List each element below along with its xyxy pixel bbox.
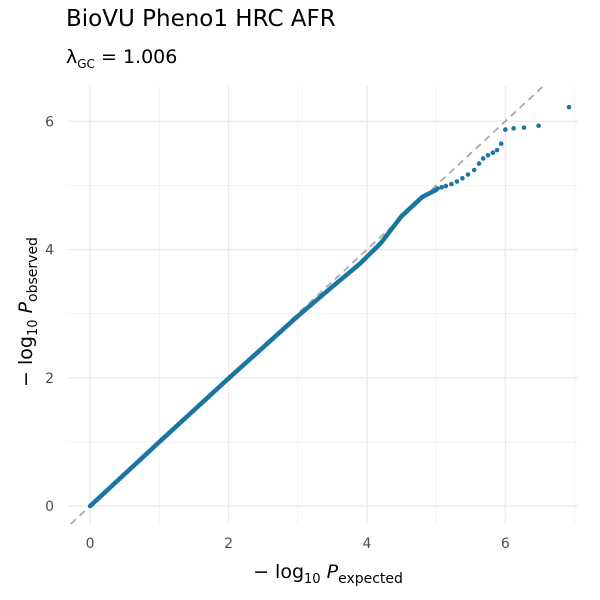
x-tick-label: 0 (86, 536, 95, 552)
y-tick-label: 0 (45, 499, 54, 515)
grid-major (68, 86, 578, 524)
data-point-7 (471, 167, 477, 173)
data-point-0 (435, 186, 440, 191)
data-point-5 (460, 176, 465, 181)
data-point-14 (503, 127, 508, 132)
grid-minor (68, 86, 578, 524)
lambda-value: 1.006 (122, 46, 178, 68)
data-point-13 (498, 141, 504, 147)
lambda-equals: = (94, 46, 123, 68)
chart-subtitle: λGC = 1.006 (66, 46, 177, 71)
data-point-17 (536, 123, 541, 129)
data-point-1 (439, 185, 444, 190)
data-point-4 (454, 179, 460, 184)
data-point-11 (490, 150, 496, 155)
data-point-2 (443, 183, 449, 189)
y-tick-labels: 0 2 4 6 (45, 114, 54, 515)
data-point-10 (485, 152, 491, 158)
dense-point-band (87, 187, 439, 509)
data-point-18 (566, 104, 572, 110)
data-point-6 (465, 172, 471, 177)
y-axis-title: − log10 Pobserved (15, 237, 41, 387)
data-point-16 (521, 125, 527, 130)
data-point-12 (494, 147, 500, 153)
x-tick-labels: 0 2 4 6 (86, 536, 510, 552)
chart-title: BioVU Pheno1 HRC AFR (66, 6, 336, 32)
y-tick-label: 2 (45, 371, 54, 387)
data-point-8 (476, 161, 482, 166)
data-point-15 (511, 126, 516, 131)
lambda-symbol: λ (66, 46, 78, 68)
x-tick-label: 4 (362, 536, 371, 552)
x-tick-label: 6 (501, 536, 510, 552)
data-points (435, 104, 572, 191)
lambda-subscript: GC (77, 56, 95, 71)
y-tick-label: 6 (45, 114, 54, 130)
dense-curve (87, 187, 439, 509)
y-tick-label: 4 (45, 243, 54, 259)
x-axis-title: − log10 Pexpected (253, 561, 403, 587)
x-tick-label: 2 (224, 536, 233, 552)
data-point-3 (449, 181, 454, 187)
data-point-9 (480, 156, 486, 161)
